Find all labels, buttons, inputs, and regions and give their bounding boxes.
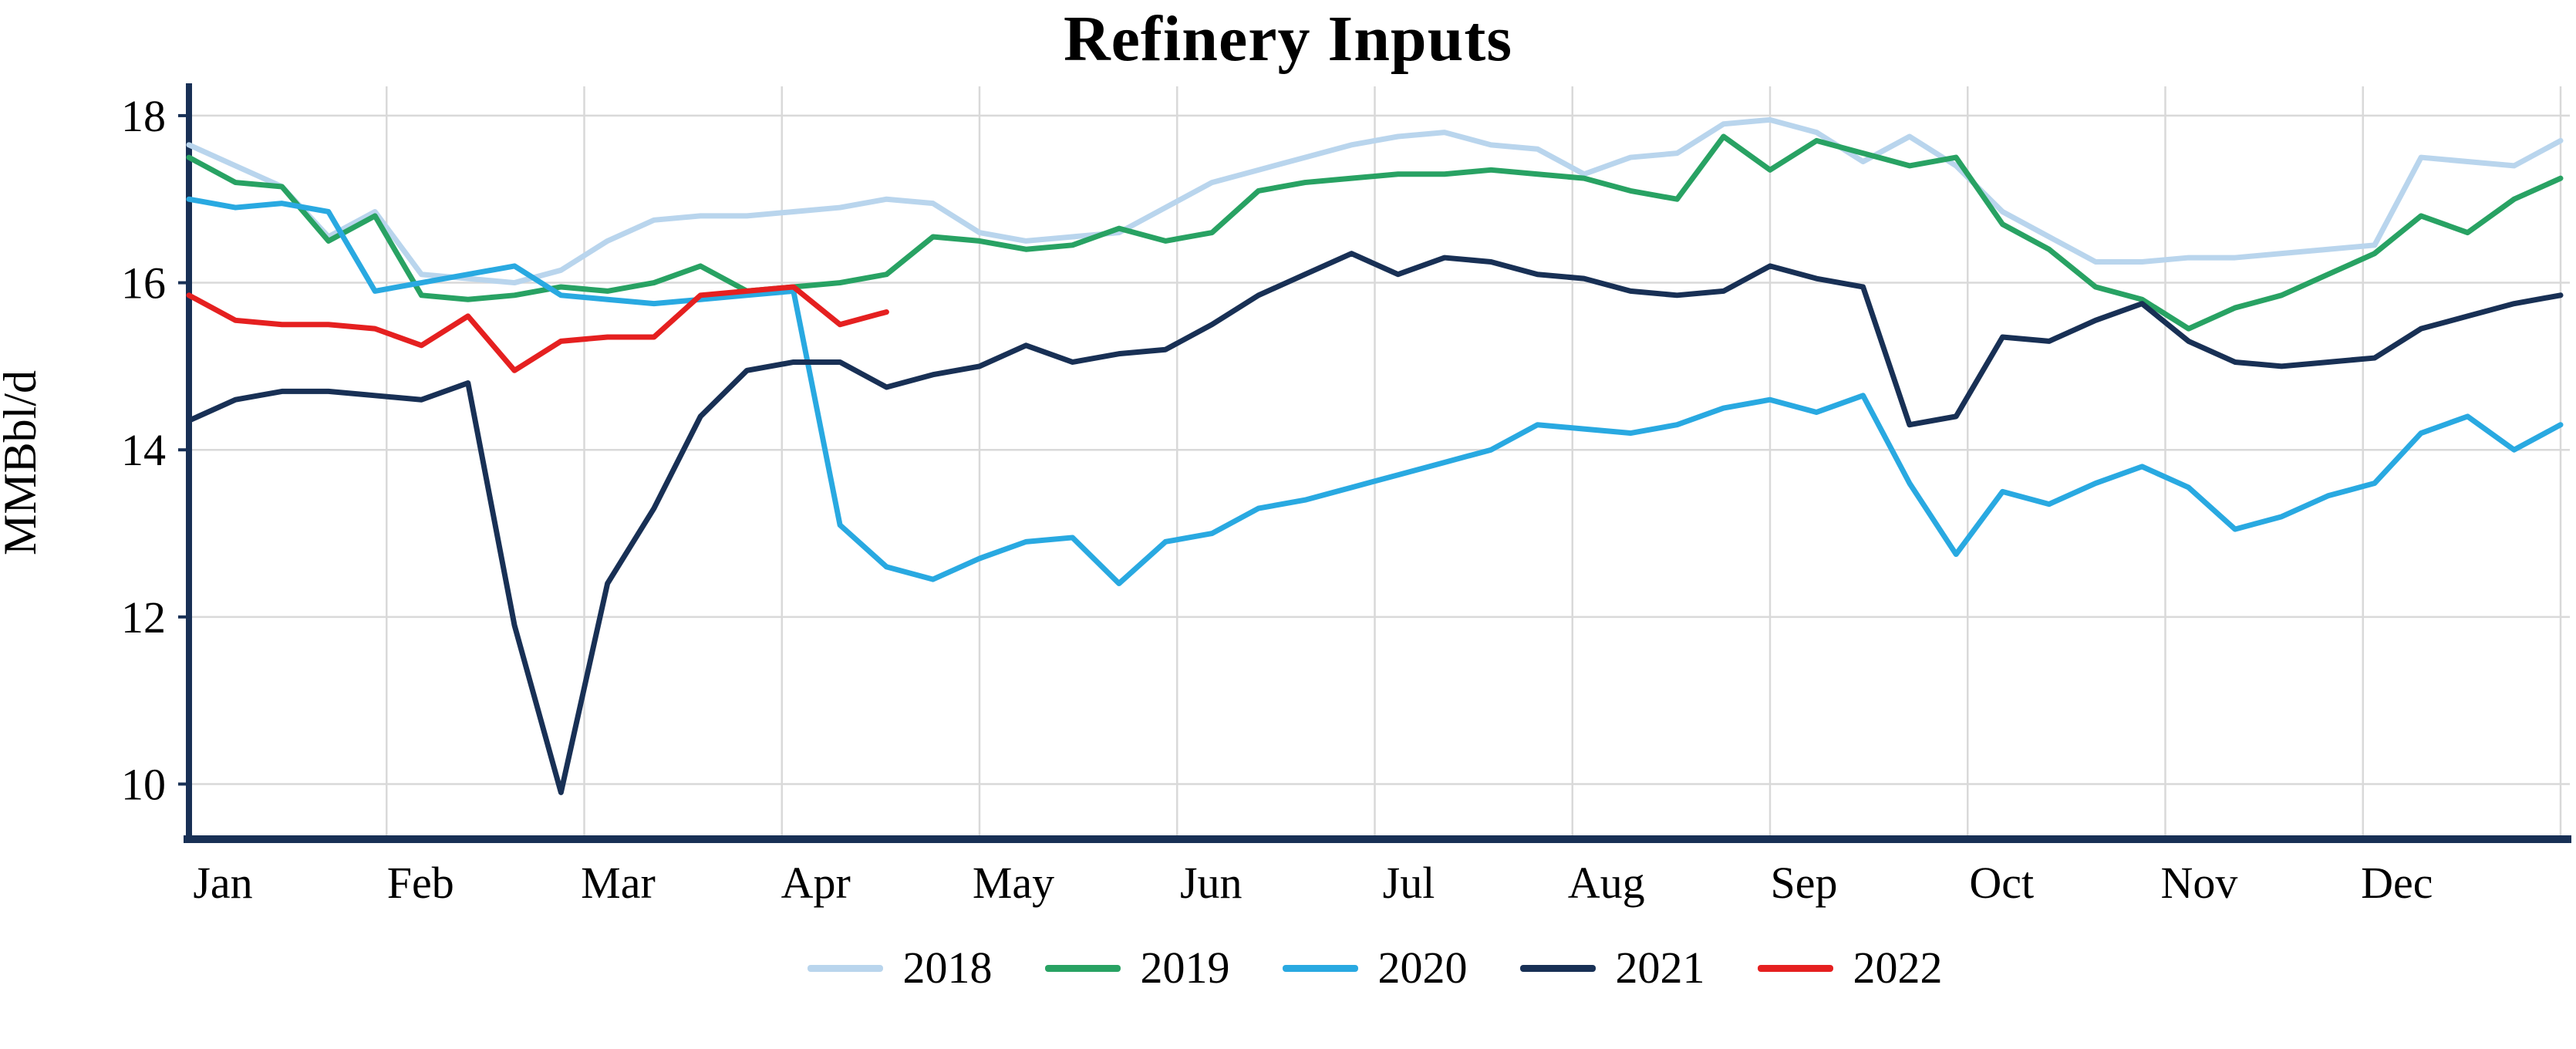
x-tick-label-mar: Mar — [581, 858, 656, 908]
y-tick-label-16: 16 — [121, 258, 166, 309]
x-tick-label-jun: Jun — [1180, 858, 1242, 908]
x-tick-label-aug: Aug — [1568, 858, 1645, 908]
legend-swatch-2018 — [807, 964, 883, 972]
x-tick-label-sep: Sep — [1771, 858, 1838, 908]
chart-legend: 2018 2019 2020 2021 2022 — [189, 935, 2561, 1001]
x-tick-label-nov: Nov — [2161, 858, 2238, 908]
x-tick-label-jul: Jul — [1383, 858, 1435, 908]
legend-swatch-2022 — [1757, 964, 1833, 972]
x-tick-label-apr: Apr — [781, 858, 851, 908]
gridlines — [189, 86, 2570, 839]
legend-swatch-2019 — [1044, 964, 1121, 972]
legend-swatch-2020 — [1282, 964, 1358, 972]
x-tick-label-oct: Oct — [1969, 858, 2034, 908]
y-tick-label-12: 12 — [121, 592, 166, 643]
legend-item-2019: 2019 — [1044, 943, 1230, 993]
legend-item-2022: 2022 — [1757, 943, 1943, 993]
y-axis-label: MMBbl/d — [0, 370, 46, 555]
legend-label-2022: 2022 — [1853, 943, 1943, 993]
legend-label-2020: 2020 — [1377, 943, 1468, 993]
x-tick-label-dec: Dec — [2361, 858, 2433, 908]
x-tick-label-jan: Jan — [193, 858, 252, 908]
series-line-2021 — [186, 251, 2564, 795]
x-tick-label-feb: Feb — [387, 858, 454, 908]
legend-label-2019: 2019 — [1140, 943, 1230, 993]
axes — [184, 83, 2571, 843]
series-line-2020 — [186, 196, 2564, 587]
series-lines — [186, 116, 2564, 795]
legend-label-2021: 2021 — [1615, 943, 1705, 993]
x-tick-label-may: May — [973, 858, 1054, 908]
series-line-2019 — [186, 133, 2564, 332]
chart-title: Refinery Inputs — [1063, 3, 1513, 75]
legend-item-2020: 2020 — [1282, 943, 1468, 993]
legend-label-2018: 2018 — [902, 943, 993, 993]
legend-item-2018: 2018 — [807, 943, 993, 993]
legend-item-2021: 2021 — [1519, 943, 1705, 993]
series-line-2022 — [186, 284, 889, 373]
y-tick-label-18: 18 — [121, 91, 166, 141]
y-tick-label-10: 10 — [121, 760, 166, 810]
legend-swatch-2021 — [1519, 964, 1596, 972]
series-line-2018 — [186, 116, 2564, 286]
tick-labels: 10 12 14 16 18 Jan Feb Mar Apr May Jun Jul Aug Sep Oct… — [121, 91, 2433, 908]
y-tick-label-14: 14 — [121, 425, 166, 475]
